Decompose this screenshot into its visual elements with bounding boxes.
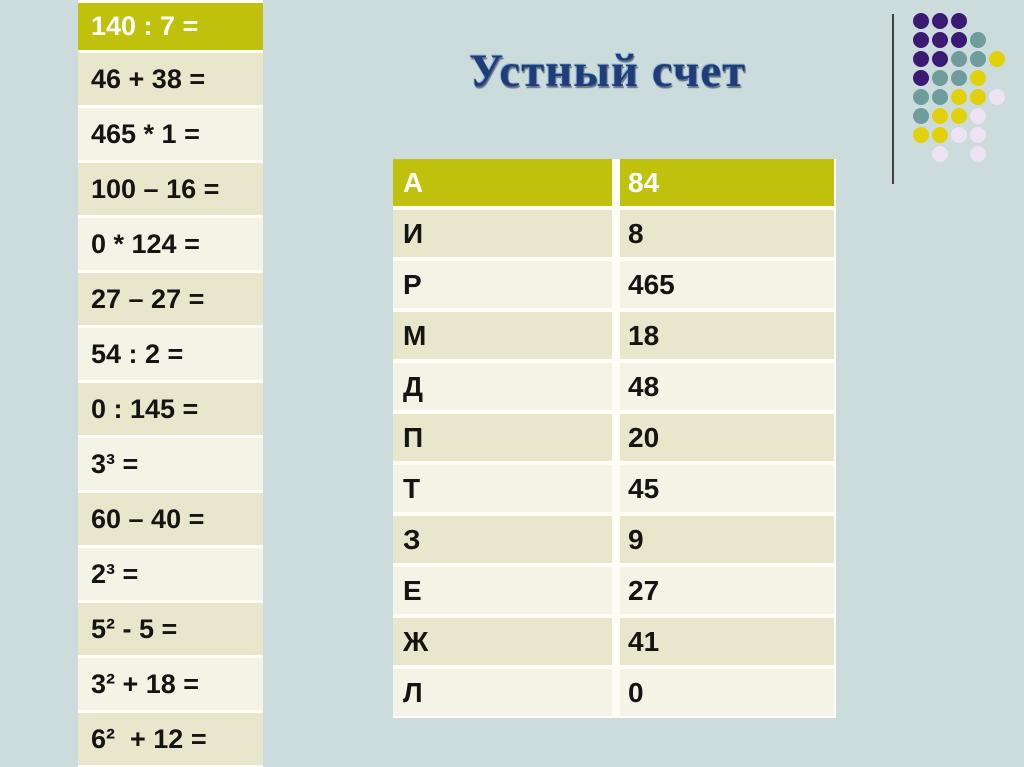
dot [932, 70, 948, 86]
dot [970, 146, 986, 162]
dot [932, 13, 948, 29]
dot [932, 51, 948, 67]
dot [970, 89, 986, 105]
dot [951, 127, 967, 143]
answers-header-letter: А [393, 159, 612, 206]
page-title: Устный счет [468, 45, 747, 97]
expression-row: 3² + 18 = [78, 658, 263, 710]
expression-row: 46 + 38 = [78, 53, 263, 105]
dot [932, 127, 948, 143]
dot [951, 51, 967, 67]
answer-letter: П [393, 414, 612, 461]
dot [951, 13, 967, 29]
dots-decoration [913, 13, 1008, 165]
answer-value: 9 [620, 516, 834, 563]
answer-value: 0 [620, 669, 834, 716]
expression-row: 27 – 27 = [78, 273, 263, 325]
answer-value: 465 [620, 261, 834, 308]
answer-letter: Е [393, 567, 612, 614]
answer-value: 27 [620, 567, 834, 614]
answer-value: 45 [620, 465, 834, 512]
answer-value: 48 [620, 363, 834, 410]
answer-letter: Ж [393, 618, 612, 665]
expression-row: 3³ = [78, 438, 263, 490]
dot [970, 32, 986, 48]
dot [913, 51, 929, 67]
dot [970, 127, 986, 143]
expression-row: 54 : 2 = [78, 328, 263, 380]
expression-header-row: 140 : 7 = [78, 3, 263, 50]
dot [970, 70, 986, 86]
dot [951, 108, 967, 124]
dot [951, 70, 967, 86]
expression-row: 465 * 1 = [78, 108, 263, 160]
dot [989, 51, 1005, 67]
answer-value: 18 [620, 312, 834, 359]
dot [970, 51, 986, 67]
dot [989, 89, 1005, 105]
dot [932, 89, 948, 105]
dot [913, 89, 929, 105]
dot [913, 13, 929, 29]
dot [951, 32, 967, 48]
answers-header-value: 84 [620, 159, 834, 206]
answer-letter: Д [393, 363, 612, 410]
answer-letter: М [393, 312, 612, 359]
expression-row: 60 – 40 = [78, 493, 263, 545]
answer-letter: Л [393, 669, 612, 716]
answer-value: 20 [620, 414, 834, 461]
answer-letter: З [393, 516, 612, 563]
dot [913, 70, 929, 86]
answer-letter: Р [393, 261, 612, 308]
dot [913, 108, 929, 124]
answers-table: А 84 И 8 Р 465 М 18 Д 48 П 20 Т 45 З 9 Е… [393, 159, 836, 718]
dot [951, 89, 967, 105]
answer-letter: Т [393, 465, 612, 512]
answer-value: 8 [620, 210, 834, 257]
vertical-rule [892, 14, 894, 184]
expression-row: 5² - 5 = [78, 603, 263, 655]
dot [932, 32, 948, 48]
dot [932, 146, 948, 162]
dot [913, 127, 929, 143]
dot [932, 108, 948, 124]
expression-row: 2³ = [78, 548, 263, 600]
answer-value: 41 [620, 618, 834, 665]
expression-row: 6² + 12 = [78, 713, 263, 765]
expression-row: 0 : 145 = [78, 383, 263, 435]
dot [913, 32, 929, 48]
dot [970, 108, 986, 124]
expressions-table: 140 : 7 = 46 + 38 = 465 * 1 = 100 – 16 =… [78, 0, 263, 767]
expression-row: 0 * 124 = [78, 218, 263, 270]
answer-letter: И [393, 210, 612, 257]
expression-row: 100 – 16 = [78, 163, 263, 215]
